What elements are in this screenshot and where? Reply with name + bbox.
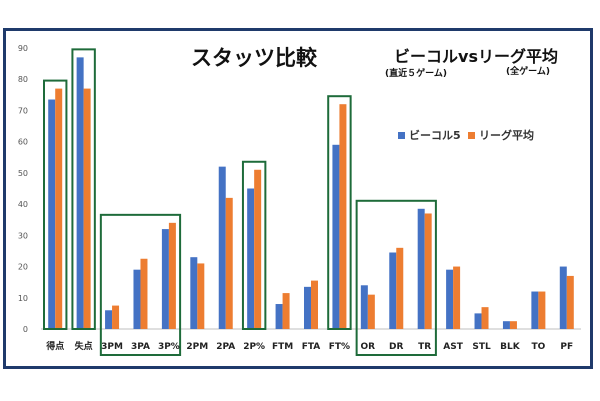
bar-beecor	[275, 304, 283, 329]
y-tick-label: 70	[18, 106, 28, 115]
bar-beecor	[76, 57, 84, 329]
y-tick-label: 20	[18, 263, 28, 272]
bar-league	[140, 258, 148, 329]
bar-beecor	[190, 257, 198, 329]
highlight-box	[43, 79, 68, 331]
bar-beecor	[247, 188, 255, 329]
bar-league	[538, 291, 546, 329]
bar-league	[197, 263, 205, 329]
y-tick-label: 80	[18, 75, 28, 84]
chart-frame: スタッツ比較 ビーコルvsリーグ平均 (直近５ゲーム) (全ゲーム) ビーコル5…	[3, 28, 593, 369]
legend: ビーコル5 リーグ平均	[398, 128, 534, 142]
bar-league	[424, 213, 432, 329]
bar-league	[367, 294, 375, 329]
highlight-box	[327, 95, 352, 330]
bar-beecor	[161, 229, 169, 329]
x-tick-label: 3PA	[131, 342, 150, 352]
x-tick-label: AST	[443, 342, 463, 352]
bar-beecor	[446, 269, 454, 329]
highlight-box	[241, 160, 267, 330]
x-tick-label: 3PM	[101, 342, 123, 352]
bar-beecor	[474, 313, 482, 329]
legend-swatch-league	[468, 132, 475, 139]
stats-bar-chart: スタッツ比較 ビーコルvsリーグ平均 (直近５ゲーム) (全ゲーム) ビーコル5…	[18, 44, 581, 356]
bar-beecor	[559, 266, 567, 329]
bar-beecor	[133, 269, 141, 329]
x-tick-label: BLK	[500, 342, 521, 352]
legend-label-beecor: ビーコル5	[409, 128, 461, 142]
highlight-box	[355, 199, 437, 356]
y-tick-label: 60	[18, 138, 28, 147]
x-tick-label: DR	[389, 342, 403, 352]
x-tick-label: 2PA	[216, 342, 235, 352]
bar-beecor	[531, 291, 539, 329]
legend-label-league: リーグ平均	[479, 128, 534, 142]
y-axis: 0 10 20 30 40 50 60 70 80 90	[18, 44, 581, 334]
x-tick-label: 失点	[75, 340, 93, 352]
bar-league	[168, 222, 176, 329]
y-tick-label: 50	[18, 169, 28, 178]
x-tick-label: FTA	[302, 342, 321, 352]
highlight-box	[71, 48, 96, 330]
bar-beecor	[360, 285, 368, 329]
bar-beecor	[417, 208, 425, 329]
x-tick-label: TR	[418, 342, 431, 352]
bars	[48, 57, 574, 330]
bar-beecor	[218, 166, 226, 329]
subtitle-note-recent: (直近５ゲーム)	[385, 67, 447, 79]
chart-title: スタッツ比較	[191, 46, 318, 70]
bar-beecor	[389, 252, 397, 329]
bar-league	[225, 197, 233, 329]
chart-subtitle: ビーコルvsリーグ平均	[394, 47, 558, 66]
bar-league	[566, 275, 574, 329]
bar-beecor	[48, 99, 56, 330]
x-tick-label: 得点	[45, 340, 64, 352]
bar-beecor	[105, 310, 113, 329]
x-tick-label: 3P%	[158, 342, 180, 352]
x-tick-label: 2PM	[186, 342, 208, 352]
x-tick-label: 2P%	[243, 342, 265, 352]
subtitle-note-all: (全ゲーム)	[506, 65, 550, 77]
y-tick-label: 10	[18, 294, 28, 303]
x-tick-label: TO	[531, 342, 545, 352]
x-tick-label: PF	[560, 342, 573, 352]
bar-league	[339, 104, 347, 329]
bar-league	[396, 247, 404, 329]
y-tick-label: 90	[18, 44, 28, 53]
highlight-box	[99, 213, 182, 356]
highlight-boxes	[43, 48, 437, 356]
bar-beecor	[502, 321, 510, 329]
bar-league	[254, 169, 262, 329]
bar-league	[282, 293, 290, 329]
y-tick-label: 30	[18, 231, 28, 240]
bar-league	[311, 280, 318, 329]
bar-beecor	[304, 286, 311, 329]
x-tick-label: FT%	[329, 342, 350, 352]
legend-swatch-beecor	[398, 132, 405, 139]
x-tick-label: OR	[361, 342, 376, 352]
x-tick-label: STL	[472, 342, 491, 352]
bar-league	[481, 307, 489, 329]
bar-league	[112, 305, 120, 329]
bar-league	[55, 88, 63, 329]
bar-league	[83, 88, 91, 329]
y-tick-label: 40	[18, 200, 28, 209]
x-axis: 得点 失点 3PM 3PA 3P% 2PM 2PA 2P% FTM FTA FT% OR DR TR AST…	[45, 340, 573, 352]
x-tick-label: FTM	[272, 342, 293, 352]
bar-beecor	[332, 144, 340, 329]
y-tick-label: 0	[23, 325, 28, 334]
bar-league	[509, 321, 517, 329]
bar-league	[453, 266, 461, 329]
